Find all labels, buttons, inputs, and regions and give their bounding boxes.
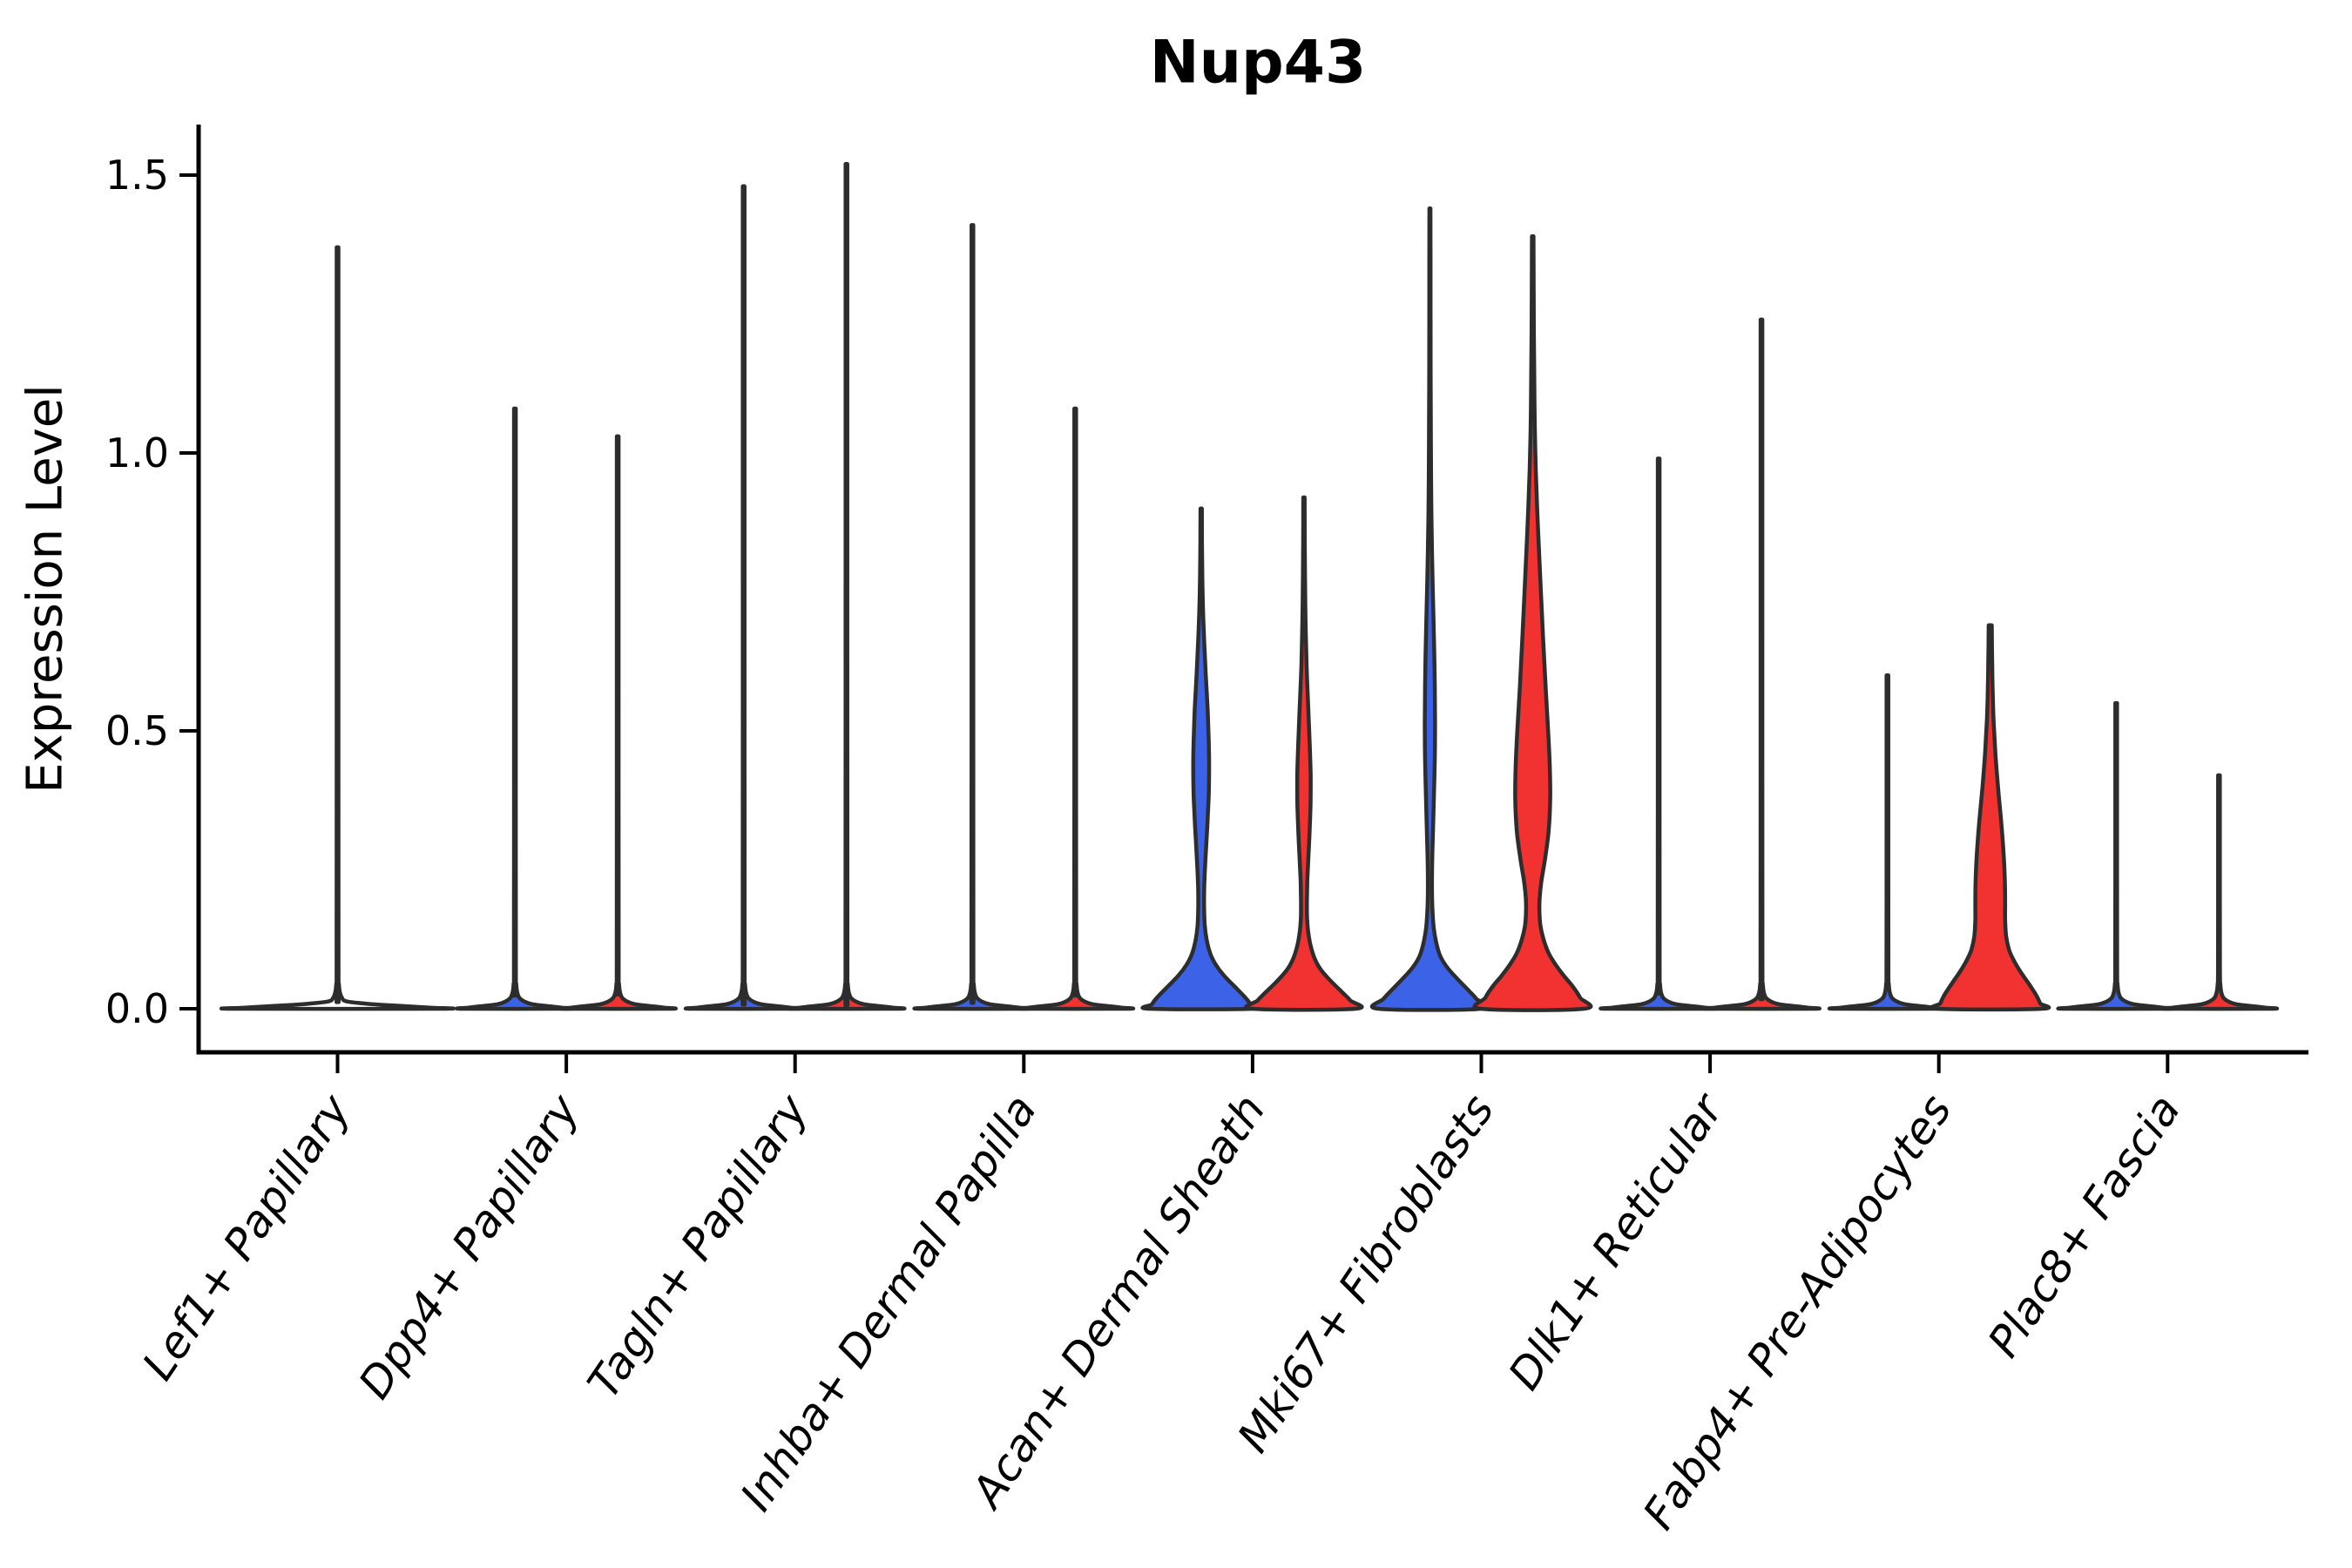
violin-acan-dermal-sheath-left (1140, 506, 1262, 1011)
x-label-plac8-fascia: Plac8+ Fascia (1978, 1085, 2190, 1366)
chart-title: Nup43 (1149, 28, 1367, 98)
violin-dpp4-papillary-left (455, 406, 575, 1011)
x-label-lef1-papillary: Lef1+ Papillary (132, 1085, 361, 1389)
y-tick-label-1.0: 1.0 (105, 429, 169, 476)
violin-dlk1-reticular-right (1701, 317, 1821, 1011)
x-label-tagln-papillary: Tagln+ Papillary (578, 1085, 819, 1407)
y-tick-label-1.5: 1.5 (105, 152, 169, 199)
violin-lef1-papillary-full (219, 245, 456, 1011)
x-label-dpp4-papillary: Dpp4+ Papillary (349, 1085, 590, 1408)
y-tick-label-0.5: 0.5 (105, 707, 169, 754)
violin-acan-dermal-sheath-right (1244, 495, 1364, 1012)
violin-plac8-fascia-right (2159, 773, 2280, 1011)
violin-tagln-papillary-left (683, 184, 804, 1011)
x-label-dlk1-reticular: Dlk1+ Reticular (1499, 1083, 1734, 1398)
violin-inhba-dermal-papilla-left (912, 223, 1033, 1011)
violin-tagln-papillary-right (786, 161, 907, 1011)
x-label-mki67-fibroblasts: Mki67+ Fibroblasts (1227, 1085, 1504, 1461)
violin-fabp4-pre-adipocytes-left (1827, 672, 1948, 1011)
violin-dlk1-reticular-left (1598, 456, 1719, 1011)
violin-dpp4-papillary-right (558, 434, 678, 1011)
y-tick-label-0.0: 0.0 (105, 985, 169, 1032)
violin-plac8-fascia-left (2056, 700, 2177, 1011)
violin-mki67-fibroblasts-left (1369, 206, 1490, 1012)
violin-fabp4-pre-adipocytes-right (1930, 623, 2051, 1012)
violin-inhba-dermal-papilla-right (1015, 406, 1136, 1011)
violin-mki67-fibroblasts-right (1472, 233, 1593, 1012)
